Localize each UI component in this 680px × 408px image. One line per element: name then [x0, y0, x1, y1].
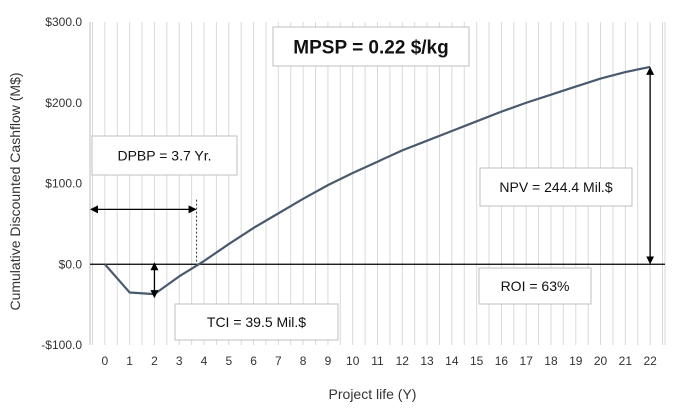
dpbp-annotation-box — [91, 135, 238, 176]
y-tick-label: $0.0 — [59, 257, 83, 271]
roi-annotation-label: ROI = 63% — [501, 278, 570, 294]
npv-annotation-box — [479, 167, 633, 207]
x-tick-label: 4 — [201, 354, 208, 368]
x-tick-label: 14 — [445, 354, 459, 368]
tci-annotation: TCI = 39.5 Mil.$ — [174, 303, 339, 341]
x-tick-label: 8 — [300, 354, 307, 368]
axes — [89, 22, 666, 345]
x-tick-label: 18 — [544, 354, 558, 368]
tci-annotation-box — [174, 303, 339, 341]
x-tick-label: 5 — [225, 354, 232, 368]
y-axis-title: Cumulative Discounted Cashflow (M$) — [7, 72, 23, 310]
annotations-layer: MPSP = 0.22 $/kg DPBP = 3.7 Yr. NPV = 244.… — [90, 26, 655, 341]
npv-annotation: NPV = 244.4 Mil.$ — [479, 167, 633, 207]
dpbp-annotation-label: DPBP = 3.7 Yr. — [117, 148, 211, 164]
series-layer — [104, 65, 651, 296]
dpbp-annotation: DPBP = 3.7 Yr. — [91, 135, 238, 176]
x-tick-label: 17 — [520, 354, 534, 368]
x-tick-label: 13 — [420, 354, 434, 368]
x-tick-label: 1 — [126, 354, 133, 368]
x-tick-label: 16 — [495, 354, 509, 368]
x-tick-label: 10 — [346, 354, 360, 368]
x-tick-label: 6 — [250, 354, 257, 368]
x-tick-label: 15 — [470, 354, 484, 368]
x-tick-label: 9 — [325, 354, 332, 368]
y-tick-label: $300.0 — [45, 15, 82, 29]
cashflow-line — [104, 65, 651, 296]
text-layer: $300.0$200.0$100.0$0.0-$100.00 1 2 3 4 5 6 7 8 9 1… — [7, 15, 657, 402]
x-tick-label: 22 — [643, 354, 657, 368]
x-tick-label: 2 — [151, 354, 158, 368]
x-tick-label: 3 — [176, 354, 183, 368]
y-tick-label: -$100.0 — [41, 338, 82, 352]
mpsp-annotation-label: MPSP = 0.22 $/kg — [293, 37, 448, 58]
roi-annotation-box — [478, 267, 592, 305]
x-tick-label: 11 — [371, 354, 384, 368]
npv-annotation-label: NPV = 244.4 Mil.$ — [499, 179, 612, 195]
tci-annotation-label: TCI = 39.5 Mil.$ — [207, 314, 306, 330]
mpsp-annotation-box — [272, 26, 470, 67]
y-tick-label: $200.0 — [45, 96, 82, 110]
y-tick-label: $100.0 — [45, 177, 82, 191]
x-tick-label: 21 — [619, 354, 633, 368]
x-tick-label: 0 — [102, 354, 109, 368]
x-tick-label: 19 — [569, 354, 583, 368]
x-axis-title: Project life (Y) — [329, 386, 417, 402]
roi-annotation: ROI = 63% — [478, 267, 592, 305]
x-tick-label: 20 — [594, 354, 608, 368]
x-tick-label: 12 — [396, 354, 410, 368]
x-tick-label: 7 — [275, 354, 282, 368]
mpsp-annotation: MPSP = 0.22 $/kg — [272, 26, 470, 67]
